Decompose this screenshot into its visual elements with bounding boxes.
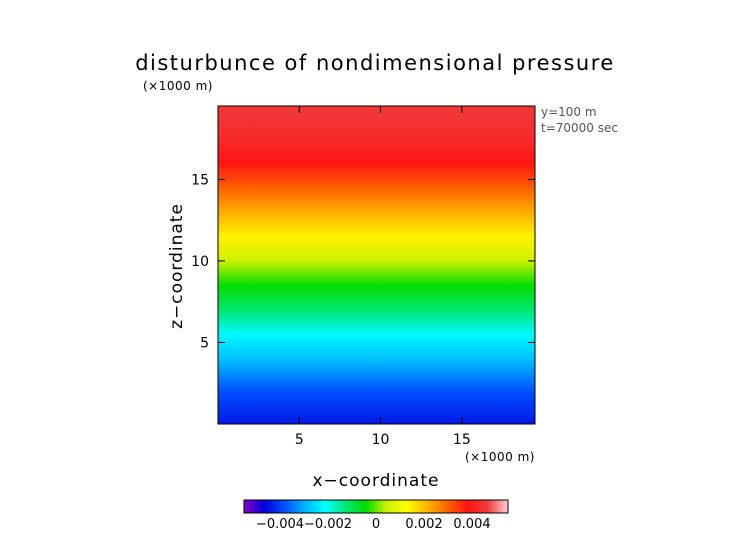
y-tick-label: 10 — [191, 254, 209, 270]
pressure-field — [218, 106, 535, 424]
colorbar-tick-label: 0.004 — [453, 517, 490, 532]
colorbar-tick-label: 0 — [372, 517, 380, 532]
x-axis-label: x−coordinate — [313, 471, 440, 491]
colorbar — [243, 499, 509, 514]
chart-title: disturbunce of nondimensional pressure — [135, 51, 615, 75]
x-tick-label: 15 — [453, 432, 471, 448]
y-axis-label: z−coordinate — [167, 203, 187, 329]
colorbar-tick-label: 0.002 — [405, 517, 442, 532]
annotation-y-level: y=100 m — [541, 105, 597, 119]
colorbar-tick-label: −0.004 — [256, 517, 304, 532]
y-tick-label: 5 — [200, 335, 209, 351]
x-axis-unit: (×1000 m) — [465, 450, 535, 464]
plot-frame — [217, 105, 536, 425]
x-tick-label: 5 — [295, 432, 304, 448]
colorbar-ticks: −0.004 −0.002 0 0.002 0.004 — [256, 517, 491, 532]
annotation-time: t=70000 sec — [541, 121, 618, 135]
y-tick-label: 15 — [191, 172, 209, 188]
axis-ticks: 5 10 15 5 10 15 — [191, 106, 535, 448]
colorbar-tick-label: −0.002 — [304, 517, 352, 532]
y-axis-unit: (×1000 m) — [143, 79, 213, 93]
x-tick-label: 10 — [372, 432, 390, 448]
